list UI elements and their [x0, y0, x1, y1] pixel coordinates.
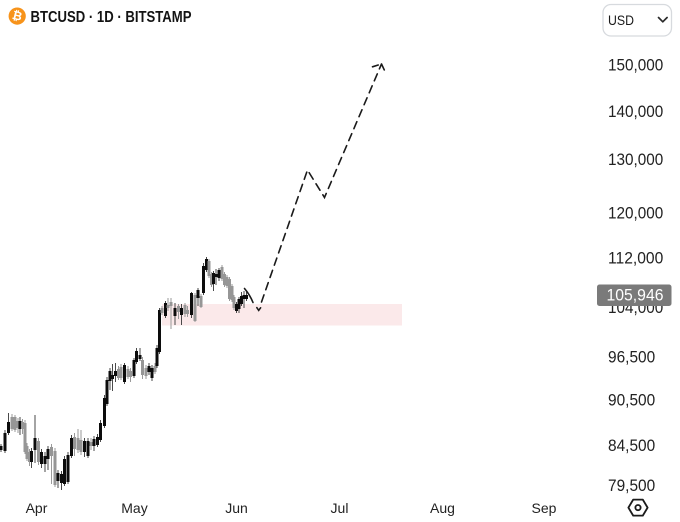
svg-text:105,946: 105,946	[607, 287, 664, 305]
svg-text:79,500: 79,500	[608, 477, 655, 495]
svg-text:Sep: Sep	[532, 500, 557, 516]
svg-text:120,000: 120,000	[608, 205, 663, 223]
svg-text:USD: USD	[608, 12, 634, 28]
svg-text:84,500: 84,500	[608, 437, 655, 455]
svg-text:112,000: 112,000	[608, 250, 663, 268]
svg-text:Apr: Apr	[26, 500, 48, 516]
svg-text:BTCUSD · 1D · BITSTAMP: BTCUSD · 1D · BITSTAMP	[31, 9, 192, 26]
svg-text:May: May	[121, 500, 147, 516]
svg-text:150,000: 150,000	[608, 56, 663, 74]
svg-text:96,500: 96,500	[608, 349, 655, 367]
svg-text:₿: ₿	[11, 8, 24, 24]
svg-text:Jun: Jun	[225, 500, 248, 516]
svg-text:140,000: 140,000	[608, 103, 663, 121]
svg-text:Jul: Jul	[331, 500, 349, 516]
svg-text:130,000: 130,000	[608, 151, 663, 169]
svg-text:Aug: Aug	[430, 500, 455, 516]
svg-text:90,500: 90,500	[608, 391, 655, 409]
